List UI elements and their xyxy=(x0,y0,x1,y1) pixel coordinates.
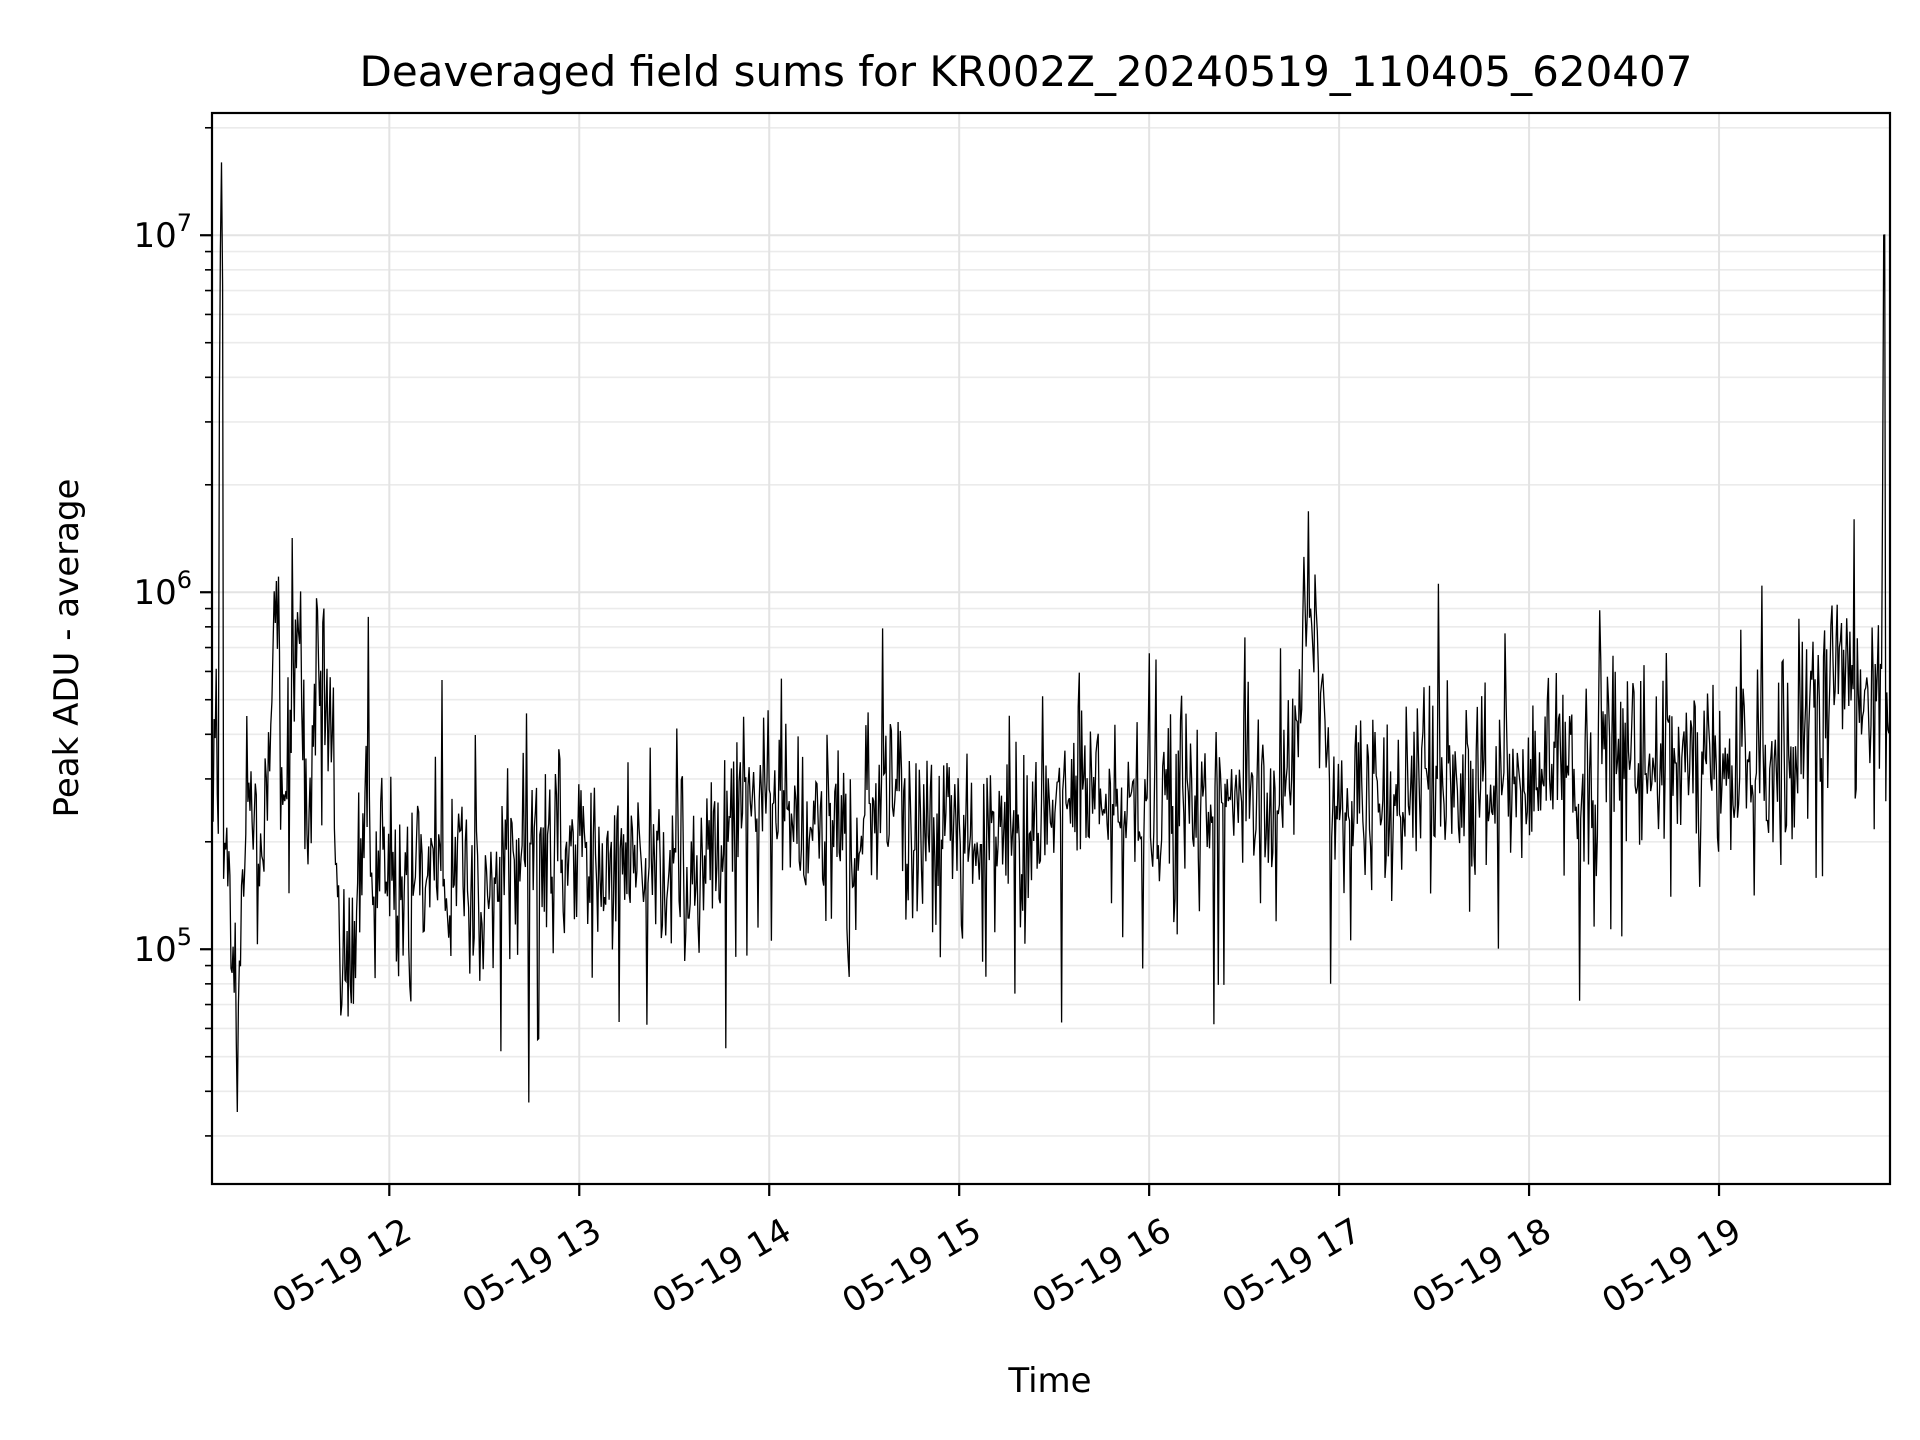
plot-frame xyxy=(210,111,1892,1186)
x-tick-label: 05-19 14 xyxy=(646,1211,798,1322)
y-axis-label: Peak ADU - average xyxy=(47,479,87,818)
x-axis-label: Time xyxy=(1007,1361,1091,1401)
series-layer xyxy=(211,162,1891,1113)
x-tick-label: 05-19 18 xyxy=(1406,1211,1558,1322)
y-tick-label: 105 xyxy=(133,923,192,970)
y-tick-label: 107 xyxy=(133,209,192,256)
x-tick-label: 05-19 19 xyxy=(1596,1211,1748,1322)
x-tick-label: 05-19 16 xyxy=(1026,1211,1178,1322)
x-tick-label: 05-19 13 xyxy=(456,1211,608,1322)
series-line-0 xyxy=(211,162,1891,1113)
x-tick-label: 05-19 15 xyxy=(836,1211,988,1322)
chart-title: Deaveraged field sums for KR002Z_2024051… xyxy=(360,47,1693,96)
x-tick-label: 05-19 12 xyxy=(266,1211,418,1322)
axes: 105 106 107 05-19 12 05-19 13 05-19 14 05-19 1… xyxy=(133,126,1748,1322)
grid-lines xyxy=(212,113,1890,1184)
y-tick-label: 106 xyxy=(133,566,192,613)
x-tick-label: 05-19 17 xyxy=(1216,1211,1368,1322)
